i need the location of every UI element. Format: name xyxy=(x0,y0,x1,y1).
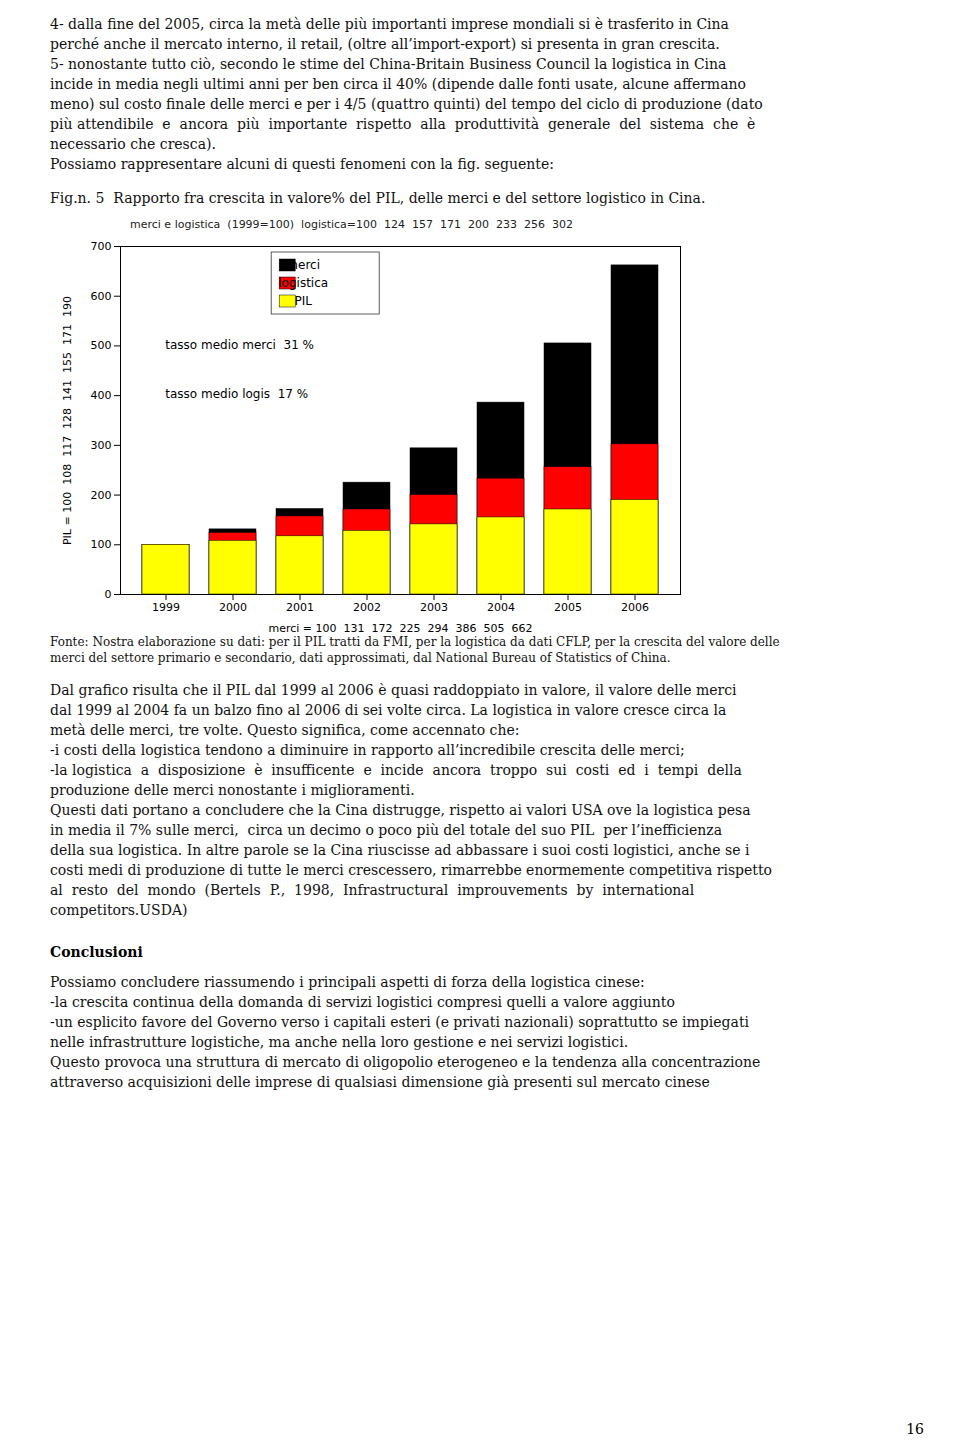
html-text:Conclusioni: Conclusioni xyxy=(50,944,143,960)
svg-text:200: 200 xyxy=(91,489,112,502)
html-text:4- dalla fine del 2005, circa: 4- dalla fine del 2005, circa la metà de… xyxy=(50,16,729,32)
html-text:5- nonostante tutto ciò, secon: 5- nonostante tutto ciò, secondo le stim… xyxy=(50,56,727,72)
svg-text:logistica: logistica xyxy=(278,276,328,290)
html-text:-i costi della logistica tendo: -i costi della logistica tendono a dimin… xyxy=(50,742,685,758)
svg-text:merci: merci xyxy=(286,258,320,272)
html-text:in media il 7% sulle merci, ci: in media il 7% sulle merci, circa un dec… xyxy=(50,822,723,838)
html-text:-la crescita continua della do: -la crescita continua della domanda di s… xyxy=(50,994,675,1010)
svg-text:1999: 1999 xyxy=(152,601,180,614)
svg-text:2005: 2005 xyxy=(554,601,582,614)
svg-text:600: 600 xyxy=(91,290,112,303)
html-text:Fig.n. 5 Rapporto fra crescita: Fig.n. 5 Rapporto fra crescita in valore… xyxy=(50,190,706,206)
html-text:nelle infrastrutture logistich: nelle infrastrutture logistiche, ma anch… xyxy=(50,1034,629,1050)
html-text:produzione delle merci nonosta: produzione delle merci nonostante i migl… xyxy=(50,782,415,798)
svg-text:2003: 2003 xyxy=(420,601,448,614)
svg-text:merci = 100 131 172 225 29: merci = 100 131 172 225 294 386 505 662 xyxy=(269,622,533,635)
html-text:-un esplicito favore del Gover: -un esplicito favore del Governo verso i… xyxy=(50,1014,749,1030)
html-text:metà delle merci, tre volte. Q: metà delle merci, tre volte. Questo sign… xyxy=(50,722,520,738)
svg-text:2002: 2002 xyxy=(353,601,381,614)
html-text:Questi dati portano a conclude: Questi dati portano a concludere che la … xyxy=(50,802,751,818)
html-text:Questo provoca una struttura d: Questo provoca una struttura di mercato … xyxy=(50,1054,761,1070)
svg-text:2004: 2004 xyxy=(487,601,515,614)
html-text:al resto del mondo (Bertels P.: al resto del mondo (Bertels P., 1998, In… xyxy=(50,882,695,898)
html-text:incide in media negli ultimi a: incide in media negli ultimi anni per be… xyxy=(50,76,746,92)
svg-text:tasso medio logis 17 %: tasso medio logis 17 % xyxy=(165,387,308,401)
svg-text:700: 700 xyxy=(91,240,112,253)
html-text:competitors.USDA): competitors.USDA) xyxy=(50,902,188,918)
html-text:più attendibile e ancora più i: più attendibile e ancora più importante … xyxy=(50,116,756,132)
html-text:Possiamo rappresentare alcuni: Possiamo rappresentare alcuni di questi … xyxy=(50,156,554,172)
svg-text:400: 400 xyxy=(91,389,112,402)
html-text:-la logistica a disposizione è: -la logistica a disposizione è insuffice… xyxy=(50,762,742,778)
svg-text:PIL = 100 108 117 128 141: PIL = 100 108 117 128 141 155 171 190 xyxy=(61,296,74,545)
html-text:necessario che cresca).: necessario che cresca). xyxy=(50,136,216,152)
html-text:merci del settore primario e s: merci del settore primario e secondario,… xyxy=(50,651,671,665)
svg-text:tasso medio merci 31 %: tasso medio merci 31 % xyxy=(165,338,314,352)
svg-text:2000: 2000 xyxy=(219,601,247,614)
svg-text:2001: 2001 xyxy=(286,601,314,614)
html-text:costi medi di produzione di tu: costi medi di produzione di tutte le mer… xyxy=(50,862,772,878)
html-text:dal 1999 al 2004 fa un balzo f: dal 1999 al 2004 fa un balzo fino al 200… xyxy=(50,702,727,718)
html-text:meno) sul costo finale delle m: meno) sul costo finale delle merci e per… xyxy=(50,96,763,112)
html-text:16: 16 xyxy=(906,1421,924,1437)
svg-text:300: 300 xyxy=(91,439,112,452)
html-text:attraverso acquisizioni delle: attraverso acquisizioni delle imprese di… xyxy=(50,1074,710,1090)
html-text:perché anche il mercato intern: perché anche il mercato interno, il reta… xyxy=(50,36,720,52)
svg-text:PIL: PIL xyxy=(294,294,312,308)
svg-text:2006: 2006 xyxy=(621,601,649,614)
html-text:Possiamo concludere riassumend: Possiamo concludere riassumendo i princi… xyxy=(50,974,645,990)
svg-text:500: 500 xyxy=(91,339,112,352)
svg-text:0: 0 xyxy=(105,588,112,601)
html-text:della sua logistica. In altre: della sua logistica. In altre parole se … xyxy=(50,842,750,858)
html-text:merci e logistica (1999=100) l: merci e logistica (1999=100) logistica=1… xyxy=(130,218,573,231)
svg-text:100: 100 xyxy=(91,538,112,551)
html-text:Fonte: Nostra elaborazione su: Fonte: Nostra elaborazione su dati: per … xyxy=(50,635,780,649)
html-text:Dal grafico risulta che il PIL: Dal grafico risulta che il PIL dal 1999 … xyxy=(50,682,737,698)
